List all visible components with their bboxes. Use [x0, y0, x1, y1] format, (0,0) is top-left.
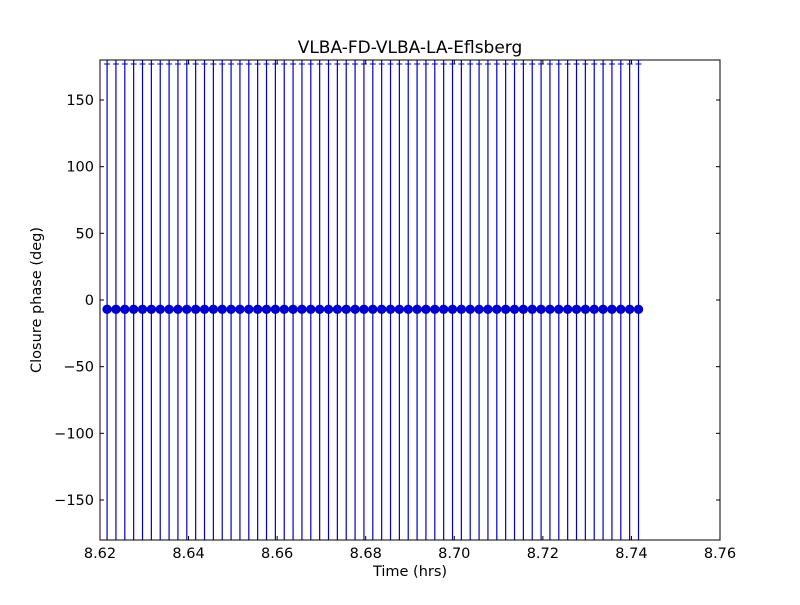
x-tick-label: 8.68 [350, 546, 382, 562]
data-point [359, 304, 369, 315]
data-point [173, 304, 183, 315]
data-point [403, 304, 413, 315]
data-point [500, 304, 511, 315]
data-point [554, 304, 564, 315]
x-tick-label: 8.62 [84, 546, 116, 562]
y-tick-label: 50 [76, 226, 94, 242]
data-point [536, 304, 546, 315]
x-tick-label: 8.66 [261, 546, 293, 562]
data-point [456, 304, 467, 315]
data-point [128, 304, 139, 315]
y-tick-label: 150 [66, 93, 94, 109]
x-tick-label: 8.74 [615, 546, 647, 562]
data-point [226, 304, 236, 315]
data-point [137, 304, 148, 315]
data-point [368, 304, 378, 315]
data-point [562, 304, 573, 315]
data-point [190, 304, 201, 315]
data-point [261, 304, 272, 315]
x-axis-label: Time (hrs) [372, 564, 447, 580]
data-point [518, 304, 529, 315]
data-point [465, 304, 475, 315]
data-point [545, 304, 555, 315]
data-point [474, 304, 484, 315]
data-point [270, 304, 281, 315]
data-point [314, 304, 325, 315]
data-point [297, 304, 307, 315]
data-point [341, 304, 351, 315]
data-point [376, 304, 387, 315]
axis-ticks: 8.62 8.64 8.66 8.68 8.70 8.72 8.74 8.76 150 100 50… [54, 60, 736, 562]
data-point [624, 304, 635, 315]
y-tick-label: 0 [85, 293, 94, 309]
data-point [438, 304, 449, 315]
x-tick-label: 8.76 [704, 546, 736, 562]
data-point [102, 304, 112, 315]
data-point [199, 304, 210, 315]
data-layer [102, 60, 644, 540]
data-point [120, 304, 130, 315]
y-tick-label: −50 [63, 360, 94, 376]
plot-area-frame [99, 59, 721, 541]
data-point [164, 304, 174, 315]
data-point [306, 304, 316, 315]
data-point [217, 304, 227, 315]
chart-title: VLBA-FD-VLBA-LA-Eflsberg [298, 38, 523, 58]
data-point [616, 304, 626, 315]
data-point [350, 304, 360, 315]
data-point [483, 304, 493, 315]
data-point [332, 304, 343, 315]
x-tick-label: 8.72 [527, 546, 559, 562]
x-tick-label: 8.64 [172, 546, 204, 562]
data-point [155, 304, 165, 315]
data-point [146, 304, 157, 315]
data-point [394, 304, 405, 315]
data-point [571, 304, 582, 315]
data-point [111, 304, 121, 315]
x-tick-label: 8.70 [438, 546, 470, 562]
y-tick-label: −150 [54, 493, 94, 509]
data-point [323, 304, 334, 315]
data-point [492, 304, 502, 315]
y-tick-label: −100 [54, 426, 94, 442]
data-point [589, 304, 599, 315]
data-point [580, 304, 591, 315]
data-point [385, 304, 396, 315]
data-point [288, 304, 298, 315]
data-point [182, 304, 192, 315]
data-point [279, 304, 289, 315]
data-point [208, 304, 219, 315]
data-point [421, 304, 431, 315]
data-point [633, 304, 644, 315]
data-point [447, 304, 458, 315]
data-point [598, 304, 608, 315]
data-point [607, 304, 617, 315]
data-point [244, 304, 254, 315]
data-point [527, 304, 537, 315]
data-point [430, 304, 440, 315]
data-point [509, 304, 520, 315]
data-point [235, 304, 245, 315]
data-point [252, 304, 263, 315]
data-point [412, 304, 422, 315]
y-axis-label: Closure phase (deg) [29, 227, 45, 373]
y-tick-label: 100 [66, 160, 94, 176]
